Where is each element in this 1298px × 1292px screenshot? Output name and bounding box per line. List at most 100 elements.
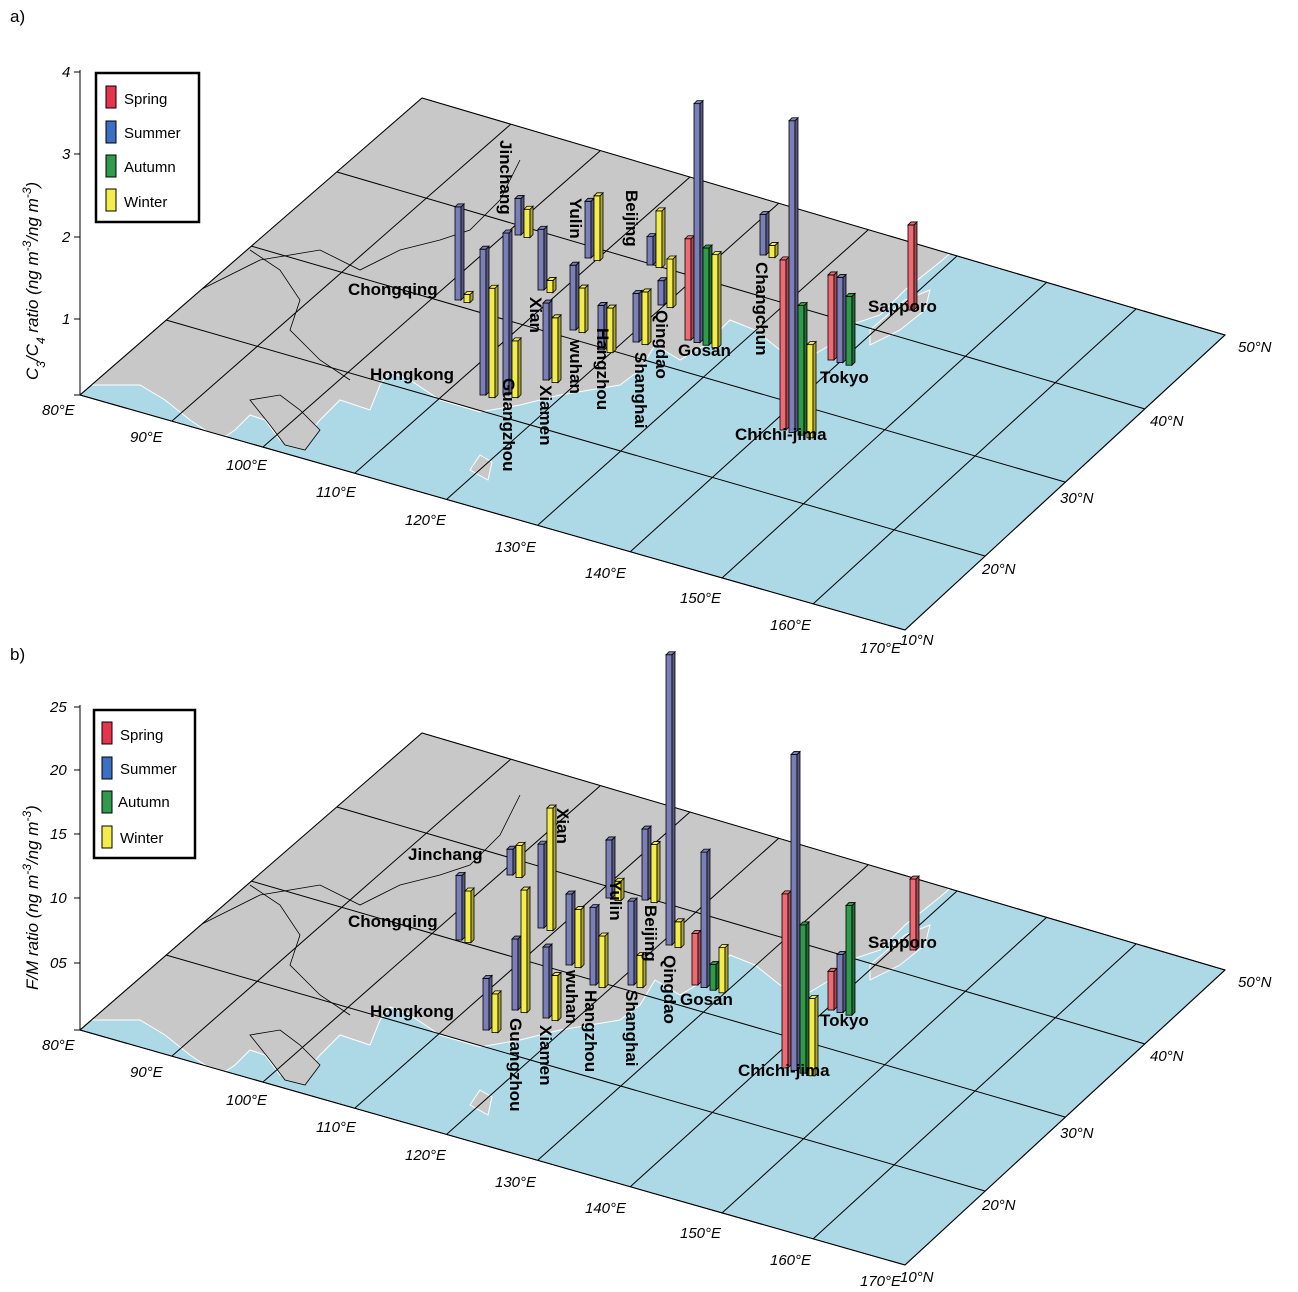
legend-swatch-spring-b: [101, 721, 113, 745]
city-label-guangzhou: Guangzhou: [499, 378, 518, 471]
city-label-beijing: Beijing: [622, 190, 641, 247]
bar-tokyo-spring: [827, 967, 838, 1011]
ytick-b-20: 20: [49, 762, 67, 779]
lat-tick-a-0: 10°N: [900, 632, 934, 649]
bar-chongqing-summer: [454, 202, 465, 301]
city-label-jinchang: Jinchang: [496, 140, 515, 215]
city-label-wuhan: wuhan: [566, 339, 585, 394]
lon-tick-b-5: 130°E: [495, 1174, 537, 1191]
city-label-chichi-jima: Chichi-jima: [735, 425, 827, 444]
bar-xiamen-summer: [542, 299, 553, 381]
lon-tick-a-5: 130°E: [495, 539, 537, 556]
city-label-changchun: Changchun: [752, 262, 771, 356]
lat-tick-b-1: 20°N: [981, 1197, 1016, 1214]
legend-swatch-autumn-b: [101, 790, 113, 814]
bar-jinchang-winter: [523, 205, 534, 239]
bars-a: [454, 99, 918, 439]
bar-hongkong-summer: [479, 245, 490, 396]
city-label-b-qingdao: Qingdao: [660, 955, 679, 1024]
bar-jinchang-summer: [506, 845, 517, 876]
bar-gosan-summer: [693, 99, 704, 344]
bar-changchun-summer: [759, 210, 770, 256]
bar-xian-winter: [546, 804, 557, 932]
bar-xian-summer: [537, 840, 548, 929]
lon-tick-b-1: 90°E: [130, 1064, 164, 1081]
bar-shanghai-summer: [632, 289, 643, 343]
city-label-sapporo: Sapporo: [868, 297, 937, 316]
lat-tick-a-3: 40°N: [1150, 413, 1184, 430]
city-label-b-chichi-jima: Chichi-jima: [738, 1061, 830, 1080]
bars-b: [455, 650, 920, 1077]
bar-qingdao-summer: [665, 650, 676, 946]
legend-b: Spring Summer Autumn Winter: [92, 708, 197, 860]
bar-gosan-autumn: [709, 960, 720, 992]
bar-yulin-winter: [593, 191, 604, 262]
city-label-b-tokyo: Tokyo: [820, 1011, 869, 1030]
bar-xian-winter: [546, 276, 557, 294]
bar-gosan-spring: [684, 234, 695, 341]
lon-tick-a-1: 90°E: [130, 429, 164, 446]
bar-chichi-jima-winter: [806, 340, 817, 439]
city-label-chongqing: Chongqing: [348, 280, 438, 299]
map-plane-b: [78, 732, 1226, 1266]
city-label-qingdao: Qingdao: [652, 310, 671, 379]
panel-b-label: b): [10, 645, 25, 664]
city-label-b-wuhan: wuhan: [562, 969, 581, 1024]
lon-tick-a-2: 100°E: [226, 457, 268, 474]
city-label-b-chongqing: Chongqing: [348, 912, 438, 931]
bar-chichi-jima-autumn: [799, 920, 810, 1075]
bar-chichi-jima-summer: [790, 750, 801, 1072]
lon-tick-a-3: 110°E: [316, 484, 357, 501]
bar-xiamen-summer: [542, 943, 553, 1019]
bar-beijing-winter: [655, 206, 666, 269]
legend-a: Spring Summer Autumn Winter: [94, 71, 201, 224]
lat-tick-a-2: 30°N: [1060, 490, 1094, 507]
bar-gosan-spring: [691, 929, 702, 986]
bar-guangzhou-summer: [511, 935, 522, 1011]
city-label-b-beijing: Beijing: [641, 905, 660, 962]
lon-tick-a-8: 160°E: [770, 617, 812, 634]
bar-xiamen-winter: [551, 971, 562, 1022]
lon-tick-b-8: 160°E: [770, 1252, 812, 1269]
city-label-yulin: Yulin: [566, 198, 585, 239]
lon-ticks-b: 80°E 90°E 100°E 110°E 120°E 130°E 140°E …: [42, 1037, 902, 1290]
y-axis-a: 1 2 3 4 C3/C4 ratio (ng m-3/ng m-3): [20, 64, 81, 396]
city-label-b-xiamen: Xiamen: [536, 1025, 555, 1085]
bar-xiamen-winter: [551, 313, 562, 384]
bar-guangzhou-winter: [520, 886, 531, 1014]
bar-chongqing-winter: [464, 887, 475, 944]
lon-tick-a-6: 140°E: [585, 565, 627, 582]
bar-qingdao-winter: [674, 917, 685, 949]
bar-sapporo-spring: [909, 875, 920, 951]
legend-label-spring-a: Spring: [124, 91, 167, 108]
lat-tick-a-4: 50°N: [1238, 339, 1272, 356]
bar-yulin-winter: [614, 877, 625, 902]
bar-sapporo-spring: [907, 220, 918, 311]
bar-chichi-jima-summer: [788, 116, 799, 434]
ytick-b-15: 15: [50, 826, 67, 843]
bar-tokyo-autumn: [845, 292, 856, 367]
bar-chichi-jima-autumn: [797, 301, 808, 437]
city-label-gosan: Gosan: [678, 341, 731, 360]
ytick-a-4: 4: [62, 64, 70, 81]
bar-hongkong-winter: [488, 284, 499, 399]
lat-tick-b-2: 30°N: [1060, 1125, 1094, 1142]
bar-hongkong-summer: [482, 974, 493, 1031]
legend-label-winter-b: Winter: [120, 830, 163, 847]
y-axis-label-b: F/M ratio (ng m-3/ng m-3): [20, 805, 42, 990]
bar-beijing-summer: [646, 232, 657, 266]
lat-ticks-a: 10°N 20°N 30°N 40°N 50°N: [900, 339, 1272, 649]
bar-qingdao-winter: [666, 255, 677, 309]
city-label-tokyo: Tokyo: [820, 368, 869, 387]
ytick-b-05: 05: [50, 955, 67, 972]
legend-swatch-winter-b: [101, 825, 113, 849]
ytick-a-1: 1: [62, 311, 70, 328]
lat-tick-b-4: 50°N: [1238, 974, 1272, 991]
lon-tick-a-4: 120°E: [405, 512, 447, 529]
bar-hangzhou-winter: [606, 304, 617, 354]
bar-hongkong-winter: [491, 989, 502, 1034]
legend-label-summer-b: Summer: [120, 761, 177, 778]
city-label-b-xian: Xian: [553, 808, 572, 844]
bar-hangzhou-summer: [589, 903, 600, 986]
bar-shanghai-winter: [636, 951, 647, 989]
